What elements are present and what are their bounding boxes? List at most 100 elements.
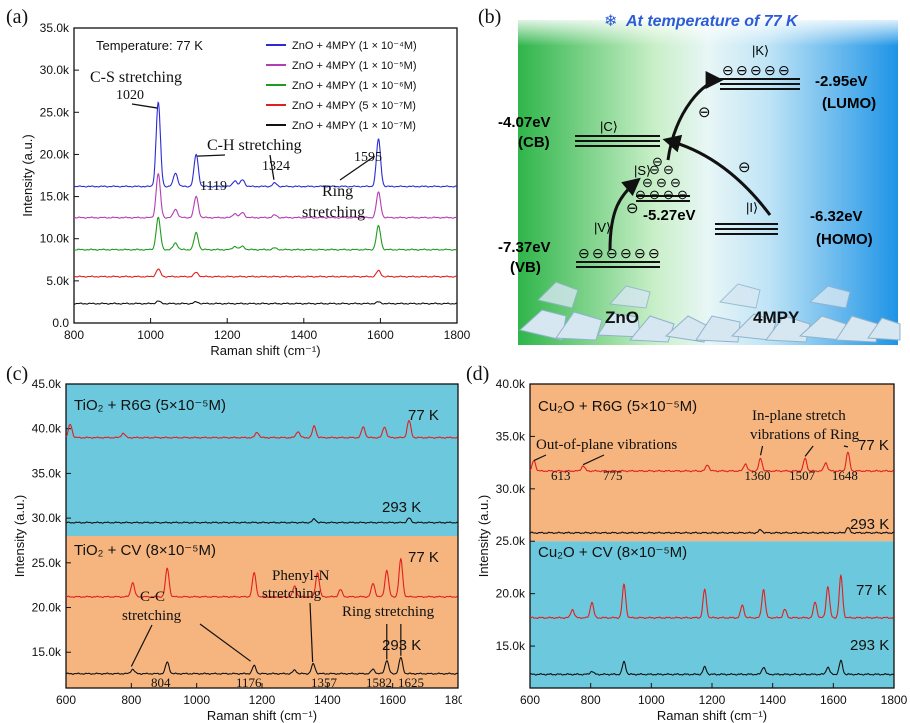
y-tick-label: 10.0k [40, 232, 70, 246]
peak-label: 1625 [398, 675, 424, 690]
electron: ⊖ [764, 62, 776, 78]
y-tick-label: 35.0k [40, 21, 70, 35]
electron: ⊖ [670, 175, 681, 190]
series-label: 77 K [408, 549, 439, 566]
electron: ⊖ [722, 62, 734, 78]
electron-icon: ⊖ [738, 159, 751, 176]
plot-frame [73, 27, 458, 324]
electron: ⊖ [656, 175, 667, 190]
diagram-title: At temperature of 77 K [625, 13, 799, 30]
x-axis-label: Raman shift (cm⁻¹) [657, 708, 767, 723]
x-tick-label: 1200 [214, 328, 241, 342]
series-line [74, 216, 458, 251]
vb-label: (VB) [510, 259, 541, 276]
legend-entry: ZnO + 4MPY (5 × 10⁻⁷M) [292, 100, 416, 112]
x-tick-label: 600 [520, 693, 540, 707]
series-line [529, 451, 894, 473]
y-tick-label: 15.0k [32, 645, 62, 659]
x-tick-label: 800 [121, 693, 141, 707]
electron: ⊖ [578, 245, 590, 261]
series-label: 77 K [858, 437, 889, 454]
x-tick-label: 1800 [444, 328, 470, 342]
vb-electrons: ⊖ ⊖ ⊖ ⊖ ⊖ ⊖ [578, 245, 660, 261]
annotation-arrow [269, 154, 275, 180]
y-tick-label: 30.0k [496, 482, 526, 496]
y-tick-label: 25.0k [40, 105, 70, 119]
chart-a: 800 1000 1200 1400 1600 1800 0.0 5.0k 10.0k 15.0k… [20, 21, 470, 358]
legend-entry: ZnO + 4MPY (1 × 10⁻⁵M) [292, 60, 417, 72]
electron: ⊖ [663, 187, 674, 202]
homo-level [715, 223, 778, 235]
panel-label-b: (b) [478, 6, 502, 28]
legend-entry: ZnO + 4MPY (1 × 10⁻⁴M) [292, 40, 417, 52]
annotation-ring-c: Ring stretching [342, 604, 435, 620]
series-line [65, 419, 458, 439]
y-tick-label: 35.0k [32, 466, 62, 480]
annotation-inplane: In-plane stretch [752, 408, 846, 424]
electron: ⊖ [736, 62, 748, 78]
cb-level [575, 135, 660, 147]
annotation-arrow [843, 445, 849, 448]
annotation-phenyl: Phenyl-N [272, 568, 330, 584]
series-line [65, 517, 458, 524]
y-axis-label: Intensity (a.u.) [476, 495, 491, 577]
cb-energy: -4.07eV [498, 114, 551, 131]
peak-label: 1360 [745, 468, 771, 483]
annotation-ch: C-H stretching [207, 137, 302, 154]
region-label: Cu₂O + CV (8×10⁻⁵M) [538, 544, 687, 561]
y-tick-label: 35.0k [496, 429, 526, 443]
peak-label: 1648 [832, 468, 858, 483]
y-tick-label: 20.0k [40, 147, 70, 161]
annotation-arrow [804, 445, 814, 457]
annotation-cc: C-C [140, 589, 165, 605]
series-label: 293 K [382, 499, 421, 516]
cb-label: (CB) [518, 134, 550, 151]
annotation-arrow [199, 623, 251, 662]
peak-label: 1582 [366, 675, 392, 690]
peak-label: 1020 [116, 88, 144, 103]
ice-cubes-image [518, 281, 901, 343]
annotation-arrow [130, 624, 153, 667]
series-line [529, 659, 894, 676]
vb-state: |V⟩ [594, 220, 611, 235]
k-electrons: ⊖ ⊖ ⊖ ⊖ ⊖ [722, 62, 790, 78]
y-axis-label: Intensity (a.u.) [12, 495, 27, 577]
electron: ⊖ [663, 162, 674, 177]
x-tick-label: 1400 [759, 693, 786, 707]
background-region [530, 541, 894, 688]
lumo-level [720, 78, 800, 90]
i-state: |I⟩ [746, 200, 758, 215]
series-label: 293 K [850, 637, 889, 654]
y-tick-label: 40.0k [496, 377, 526, 391]
x-axis-label: Raman shift (cm⁻¹) [210, 343, 320, 358]
y-tick-label: 20.0k [496, 587, 526, 601]
x-axis-label: Raman shift (cm⁻¹) [207, 708, 317, 723]
electron: ⊖ [677, 187, 688, 202]
annotation-ring: stretching [302, 204, 365, 221]
annotation-arrow [582, 454, 605, 466]
k-state: |K⟩ [752, 43, 769, 58]
electron: ⊖ [648, 245, 660, 261]
background-region [530, 384, 894, 542]
series-line [73, 173, 457, 219]
homo-label: (HOMO) [816, 231, 873, 248]
x-tick-label: 1400 [290, 328, 317, 342]
x-tick-label: 1600 [379, 693, 406, 707]
y-tick-label: 30.0k [40, 63, 70, 77]
y-tick-label: 40.0k [32, 422, 62, 436]
mpy-label: 4MPY [753, 308, 800, 327]
temperature-note: Temperature: 77 K [96, 38, 203, 53]
x-tick-label: 1200 [249, 693, 276, 707]
electron: ⊖ [649, 162, 660, 177]
panel-label-d: (d) [466, 363, 490, 385]
y-tick-label: 30.0k [32, 511, 62, 525]
peak-label: 613 [551, 468, 571, 483]
snowflake-icon: ❄ [604, 13, 617, 30]
background-region [66, 536, 458, 688]
electron: ⊖ [750, 62, 762, 78]
panel-label-a: (a) [6, 6, 29, 28]
chart-d: 600 800 1000 1200 1400 1600 1800 15.0k 20.0k 25.0… [476, 377, 908, 723]
electron: ⊖ [649, 187, 660, 202]
electron: ⊖ [778, 62, 790, 78]
x-tick-label: 1800 [881, 693, 908, 707]
